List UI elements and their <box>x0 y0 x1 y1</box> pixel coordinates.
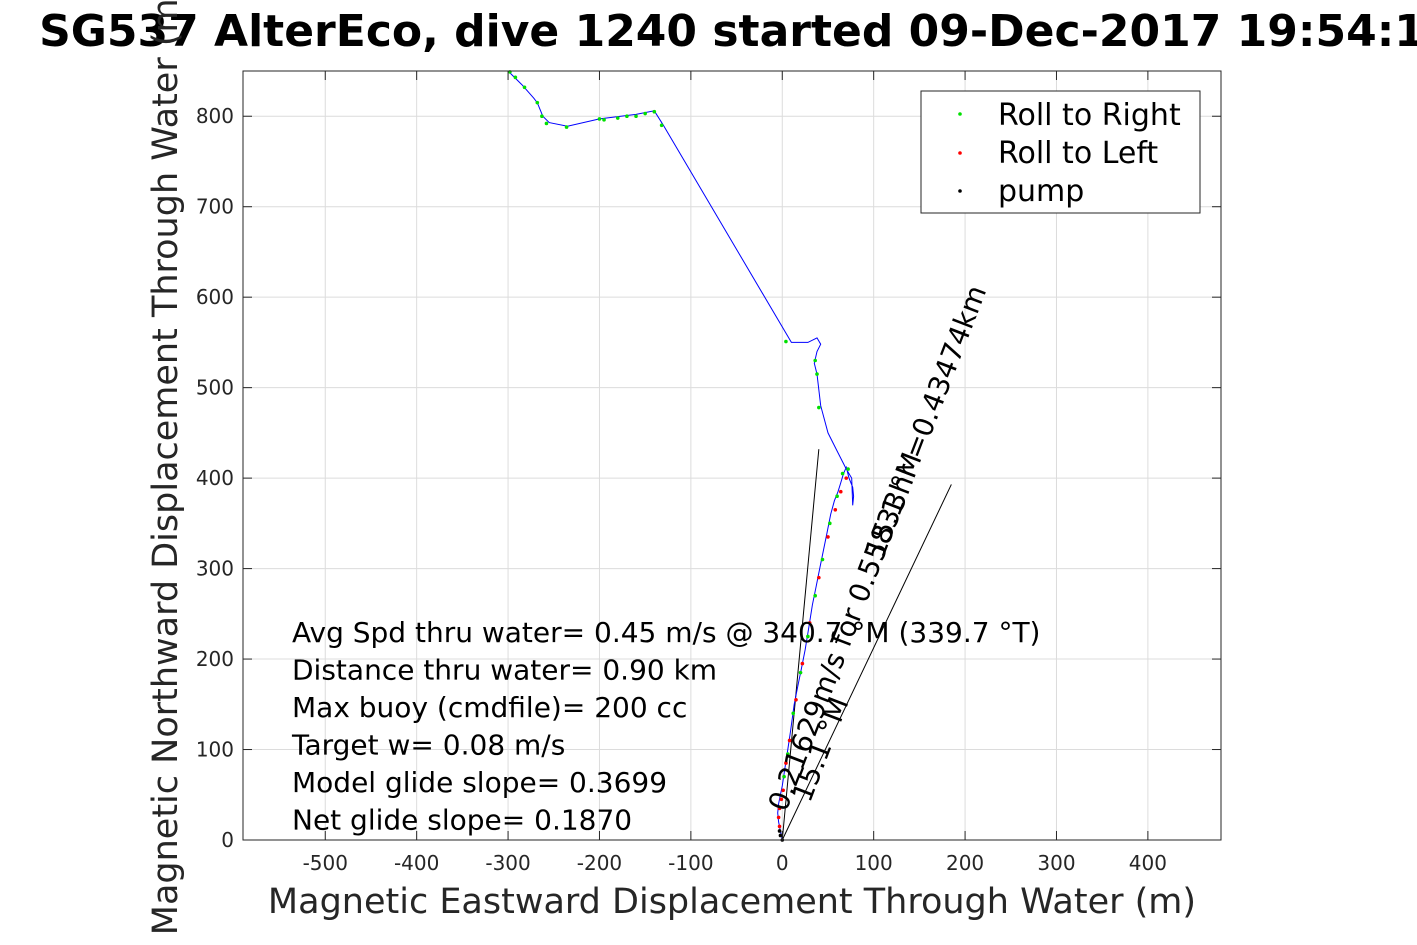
y-tick-label: 400 <box>196 466 234 490</box>
roll-right-point <box>535 100 540 105</box>
x-tick-label: -200 <box>577 851 622 875</box>
roll-right-point <box>846 467 850 471</box>
x-tick-label: 0 <box>776 851 789 875</box>
roll-left-point <box>787 738 792 743</box>
reference-lines <box>781 449 952 841</box>
roll-right-point <box>602 118 606 122</box>
y-tick-label: 600 <box>196 285 234 309</box>
legend-label-roll-right: Roll to Right <box>998 98 1181 133</box>
roll-right-point <box>785 752 790 756</box>
roll-left-point <box>779 797 784 802</box>
roll-left-point <box>777 824 782 829</box>
roll-right-point <box>835 494 839 499</box>
stats-line: Max buoy (cmdfile)= 200 cc <box>292 691 687 724</box>
y-axis-label: Magnetic Northward Displacement Through … <box>146 0 186 935</box>
roll-right-point <box>643 111 647 116</box>
x-tick-label: -500 <box>303 851 348 875</box>
legend-marker-roll-left <box>958 151 962 155</box>
stats-block: Avg Spd thru water= 0.45 m/s @ 340.7 °M … <box>291 616 1040 837</box>
chart-title: SG537 AlterEco, dive 1240 started 09-Dec… <box>39 6 1417 57</box>
legend-label-roll-left: Roll to Left <box>998 136 1158 171</box>
reference-line <box>781 449 820 841</box>
reference-line <box>781 484 952 841</box>
roll-right-point <box>813 593 817 598</box>
roll-left-point <box>794 697 798 702</box>
roll-right-point <box>820 557 825 562</box>
roll-right-point <box>798 670 803 675</box>
roll-right-point <box>828 521 832 526</box>
roll-right-point <box>615 116 620 120</box>
roll-right-point <box>815 372 819 376</box>
roll-left-point <box>844 476 849 480</box>
pump-point <box>778 833 783 838</box>
stats-line: Model glide slope= 0.3699 <box>292 766 667 799</box>
roll-right-point <box>540 114 544 119</box>
y-tick-label: 700 <box>196 195 234 219</box>
roll-left-point <box>781 788 785 793</box>
pump-point <box>777 829 782 833</box>
y-tick-label: 500 <box>196 376 234 400</box>
dive-track <box>507 70 855 841</box>
roll-right-point <box>659 123 664 128</box>
legend-marker-roll-right <box>958 112 962 116</box>
roll-right-point <box>782 774 786 779</box>
x-tick-label: -400 <box>394 851 439 875</box>
y-tick-label: 0 <box>221 828 234 852</box>
x-tick-label: -300 <box>485 851 530 875</box>
roll-left-point <box>826 535 830 539</box>
roll-left-point <box>776 815 781 820</box>
x-tick-label: -100 <box>668 851 713 875</box>
stats-line: Distance thru water= 0.90 km <box>292 654 717 687</box>
stats-line: Avg Spd thru water= 0.45 m/s @ 340.7 °M … <box>292 616 1040 649</box>
legend: Roll to Right Roll to Left pump <box>920 90 1201 214</box>
y-tick-label: 300 <box>196 557 234 581</box>
legend-marker-pump <box>958 189 962 193</box>
roll-right-point <box>784 339 788 344</box>
roll-right-point <box>625 114 629 119</box>
roll-right-point <box>564 125 569 129</box>
y-tick-label: 100 <box>196 738 234 762</box>
roll-left-point <box>807 621 812 625</box>
roll-right-point <box>813 358 817 363</box>
roll-right-point <box>817 405 821 410</box>
roll-right-point <box>597 117 602 121</box>
y-tick-label: 800 <box>196 104 234 128</box>
x-tick-label: 200 <box>946 851 984 875</box>
y-tick-label: 200 <box>196 647 234 671</box>
legend-label-pump: pump <box>998 174 1084 209</box>
roll-left-point <box>833 507 838 512</box>
roll-left-point <box>838 489 843 494</box>
roll-right-point <box>513 75 518 80</box>
track-points <box>508 70 850 842</box>
roll-right-point <box>634 114 638 119</box>
roll-right-point <box>806 634 810 639</box>
x-tick-label: 300 <box>1037 851 1075 875</box>
roll-left-point <box>777 806 782 811</box>
roll-right-point <box>840 471 845 476</box>
stats-line: Net glide slope= 0.1870 <box>292 804 632 837</box>
x-axis-label: Magnetic Eastward Displacement Through W… <box>268 882 1196 922</box>
roll-left-point <box>817 575 821 580</box>
roll-right-point <box>652 109 657 114</box>
roll-left-point <box>800 661 805 666</box>
x-tick-label: 400 <box>1129 851 1167 875</box>
axis-ticks: -500 -400 -300 -200 -100 0 100 200 300 400 0 100 200… <box>196 71 1221 875</box>
legend-box <box>920 90 1201 214</box>
plot-frame <box>242 70 1222 841</box>
roll-right-point <box>544 121 549 126</box>
dive-track-line <box>507 70 855 841</box>
roll-right-point <box>791 711 796 716</box>
roll-right-point <box>522 85 527 90</box>
roll-left-point <box>784 761 788 765</box>
stats-line: Target w= 0.08 m/s <box>291 729 565 762</box>
x-tick-label: 100 <box>855 851 893 875</box>
